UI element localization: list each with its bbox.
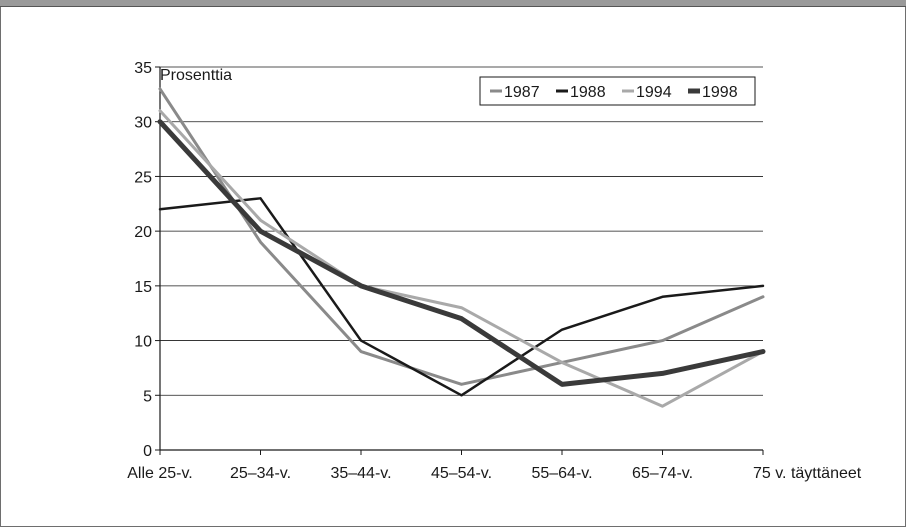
series-line-1998 [157, 119, 766, 387]
header-strip [0, 0, 906, 7]
y-tick-label-30: 30 [134, 115, 152, 132]
legend-label-1987: 1987 [504, 84, 540, 101]
y-tick-label-0: 0 [143, 443, 152, 460]
legend-label-1988: 1988 [570, 84, 606, 101]
series-line-1988 [158, 197, 765, 397]
x-tick-label-0: Alle 25-v. [127, 465, 193, 482]
x-tick-label-2: 35–44-v. [330, 465, 391, 482]
x-tick-label-5: 65–74-v. [632, 465, 693, 482]
x-tick-label-6: 75 v. täyttäneet [753, 465, 862, 482]
series-line-1987 [158, 87, 765, 386]
legend-label-1998: 1998 [702, 84, 738, 101]
gridlines [160, 66, 763, 396]
x-tick-label-4: 55–64-v. [531, 465, 592, 482]
y-tick-label-25: 25 [134, 169, 152, 186]
x-axis-ticks: Alle 25-v. 25–34-v. 35–44-v. 45–54-v. 55–64-… [127, 450, 862, 482]
legend-box [479, 76, 756, 106]
y-axis-ticks: 0 5 10 15 20 25 30 35 [134, 60, 160, 460]
legend: 1987 1988 1994 1998 [479, 76, 756, 106]
y-tick-label-10: 10 [134, 334, 152, 351]
series-lines [157, 87, 766, 408]
y-tick-label-15: 15 [134, 279, 152, 296]
x-tick-label-3: 45–54-v. [431, 465, 492, 482]
x-tick-label-1: 25–34-v. [230, 465, 291, 482]
axes [159, 67, 763, 451]
y-tick-label-35: 35 [134, 60, 152, 77]
y-tick-label-20: 20 [134, 224, 152, 241]
legend-label-1994: 1994 [636, 84, 672, 101]
series-line-1994 [158, 109, 765, 408]
y-tick-label-5: 5 [143, 388, 152, 405]
y-axis-label: Prosenttia [160, 67, 232, 84]
